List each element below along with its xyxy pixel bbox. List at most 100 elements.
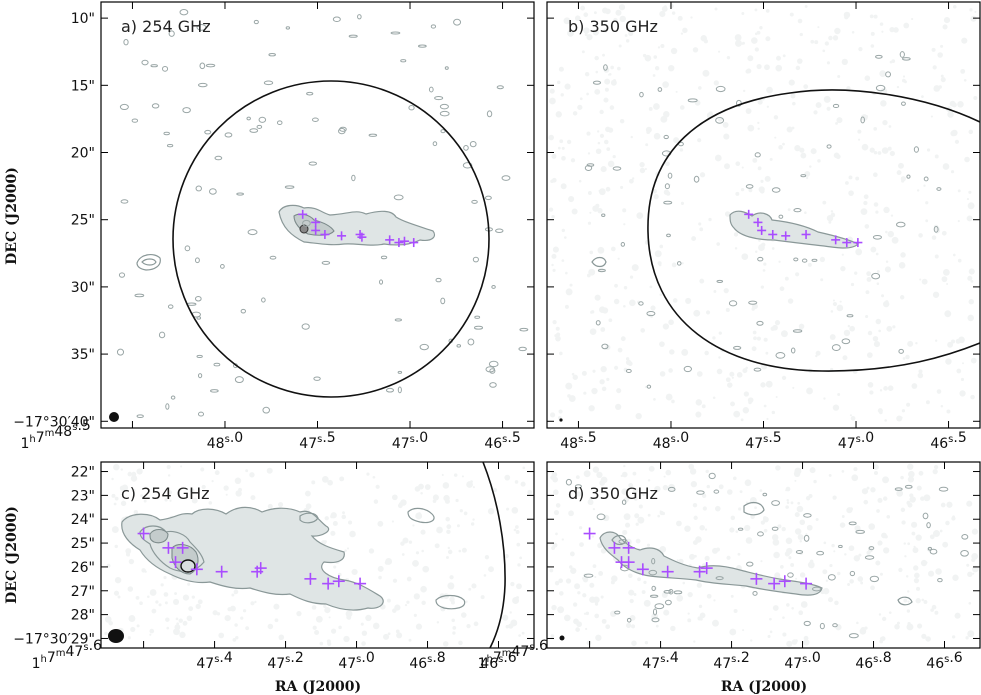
noise-contour [262,406,271,414]
noise-contour [663,134,669,140]
noise-haze [577,591,581,595]
noise-haze [504,474,511,481]
noise-haze [898,567,903,573]
noise-haze [773,115,779,120]
noise-haze [610,79,617,86]
panel-c-xlabel: RA (J2000) [275,679,361,695]
noise-contour [667,172,673,179]
noise-haze [611,246,616,252]
noise-haze [733,410,741,418]
noise-haze [946,409,951,414]
noise-haze [655,624,659,628]
noise-haze [415,623,423,630]
noise-contour [163,131,170,136]
noise-haze [614,365,619,370]
noise-haze [663,609,670,616]
noise-haze [752,157,758,163]
noise-haze [582,593,587,598]
noise-contour [136,414,144,419]
noise-haze [551,604,557,611]
noise-haze [805,495,811,501]
noise-haze [136,468,143,475]
noise-haze [603,28,608,33]
noise-haze [822,200,827,205]
noise-haze [328,616,331,619]
noise-haze [925,219,929,223]
noise-haze [936,389,942,394]
noise-haze [763,528,768,533]
noise-haze [648,465,655,472]
noise-haze [587,221,592,225]
noise-contour [131,118,139,123]
noise-haze [218,632,225,639]
panel-b-noise-contours [584,51,942,389]
noise-haze [931,604,937,610]
noise-haze [734,34,742,41]
noise-contour [651,617,660,623]
noise-haze [846,507,853,514]
noise-contour [621,499,627,505]
source-marker [311,225,321,235]
noise-haze [972,572,975,575]
noise-haze [799,572,806,578]
noise-haze [588,500,594,506]
noise-contour [961,534,969,540]
noise-haze [614,283,618,288]
noise-haze [919,278,922,281]
noise-haze [753,336,757,341]
noise-haze [869,14,874,19]
noise-haze [332,520,338,527]
noise-haze [705,310,711,315]
noise-haze [738,507,742,511]
y-tick-label: 28" [71,608,95,624]
source-marker [304,572,317,585]
noise-haze [832,404,840,411]
y-tick-label: 25" [71,213,95,229]
noise-haze [127,586,134,592]
x-tick-label: 47s.0 [838,430,874,452]
noise-haze [594,88,601,95]
noise-haze [745,366,748,370]
noise-haze [914,572,920,579]
noise-haze [835,624,842,631]
noise-haze [726,555,731,560]
noise-haze [483,574,487,577]
noise-haze [447,549,453,555]
noise-haze [377,565,384,572]
noise-haze [452,625,457,630]
noise-contour [762,492,768,497]
panel-d-noise-contours [565,472,969,639]
noise-haze [404,604,408,607]
noise-contour [269,255,277,260]
noise-contour [848,521,857,526]
noise-haze [592,596,600,604]
noise-contour [871,272,881,280]
noise-haze [113,463,120,471]
noise-haze [114,496,119,501]
noise-haze [763,262,767,266]
noise-haze [744,479,752,487]
noise-contour [462,162,473,169]
noise-contour [150,64,158,68]
noise-haze [861,488,869,495]
noise-contour [937,577,943,583]
noise-contour [737,527,744,531]
noise-haze [623,513,631,521]
noise-haze [644,167,647,171]
noise-haze [581,370,587,376]
noise-haze [559,139,564,144]
panel-c-peak [180,559,196,573]
noise-haze [794,512,800,518]
noise-haze [558,66,564,72]
noise-haze [600,166,607,173]
panel-b-noise [548,3,978,422]
noise-haze [853,555,861,562]
noise-haze [810,39,815,44]
noise-haze [133,509,139,515]
noise-haze [911,383,918,389]
noise-contour [204,129,212,135]
noise-haze [559,591,564,596]
noise-haze [973,95,978,100]
